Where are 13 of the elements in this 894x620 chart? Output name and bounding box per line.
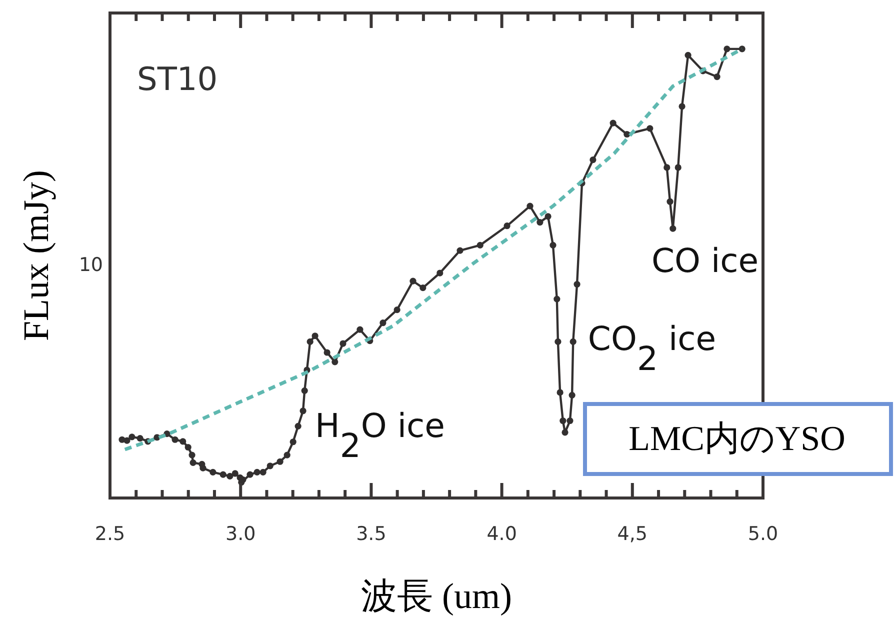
x-tick-label: 4,5 bbox=[617, 523, 648, 545]
x-tick-label: 3.0 bbox=[225, 523, 256, 545]
x-axis-title: 波長 (um) bbox=[361, 576, 512, 616]
x-tick-label: 2.5 bbox=[94, 523, 126, 545]
x-tick-label: 4.0 bbox=[486, 523, 517, 545]
annotation: CO ice bbox=[651, 241, 759, 280]
text: 10 bbox=[78, 254, 103, 276]
x-tick-label: 5.0 bbox=[748, 523, 778, 545]
note-box: LMC内のYSO bbox=[583, 402, 893, 476]
y-axis-title: FLux (mJy) bbox=[16, 170, 56, 341]
annotation: ST10 bbox=[137, 60, 218, 98]
x-tick-label: 3.5 bbox=[356, 523, 386, 545]
annotation: LMC内のYSO bbox=[628, 419, 846, 458]
